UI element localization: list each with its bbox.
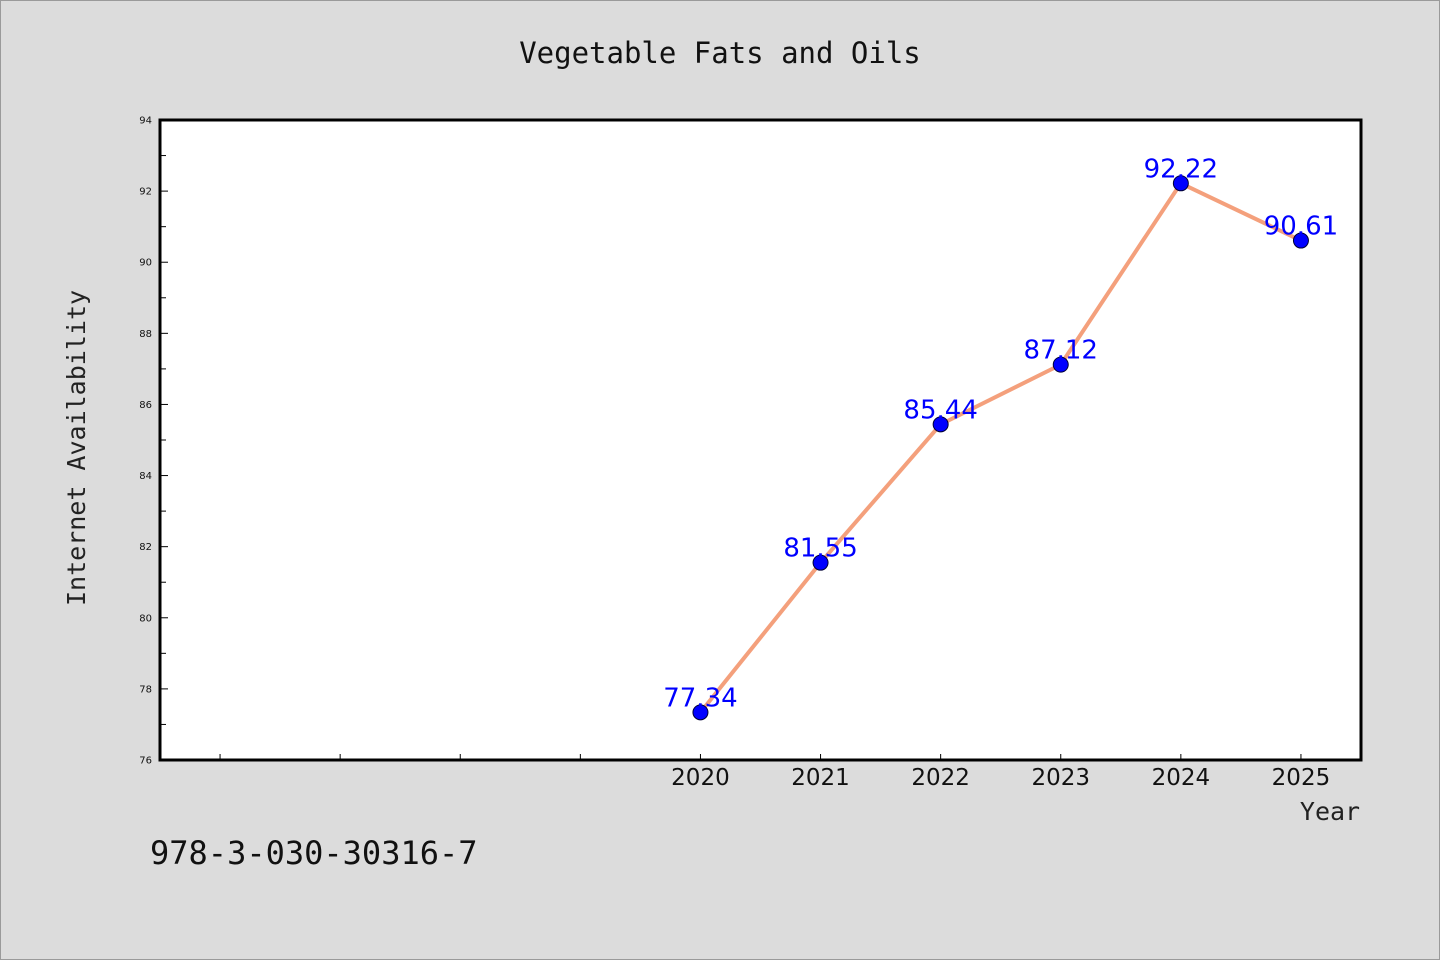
chart-title: Vegetable Fats and Oils <box>519 36 921 70</box>
plot-area <box>160 120 1361 760</box>
x-tick-label: 2023 <box>1031 765 1090 791</box>
data-point <box>1172 175 1189 192</box>
x-tick-label: 2022 <box>911 765 970 791</box>
y-tick-label: 86 <box>139 400 152 411</box>
isbn-text: 978-3-030-30316-7 <box>150 834 478 872</box>
x-tick-label: 2020 <box>671 765 730 791</box>
series-polyline <box>698 181 1302 714</box>
data-point <box>692 704 709 721</box>
y-tick-label: 88 <box>139 329 152 340</box>
y-tick-label: 80 <box>139 613 152 624</box>
y-tick-label: 82 <box>139 542 152 553</box>
data-point <box>932 416 949 433</box>
x-tick-label: 2021 <box>791 765 850 791</box>
y-axis-label: Internet Availability <box>62 290 91 606</box>
plot-border <box>158 118 1363 762</box>
y-tick-label: 90 <box>139 258 152 269</box>
data-point <box>1292 232 1309 249</box>
data-label: 87.12 <box>1024 336 1098 366</box>
y-tick-label: 76 <box>139 756 152 767</box>
data-label: 85.44 <box>903 395 977 425</box>
data-label: 90.61 <box>1264 212 1338 242</box>
x-tick-label: 2025 <box>1272 765 1331 791</box>
data-label: 92.22 <box>1144 154 1218 184</box>
y-tick-label: 78 <box>139 684 152 695</box>
x-axis-label: Year <box>1300 797 1360 826</box>
y-tick-label: 84 <box>139 471 152 482</box>
y-tick-label: 94 <box>139 116 152 127</box>
series-line <box>692 175 1309 721</box>
data-point <box>812 554 829 571</box>
data-label: 77.34 <box>663 683 737 713</box>
data-labels: 77.34 81.55 85.44 87.12 92.22 90.61 <box>663 154 1338 713</box>
x-axis: 2020 2021 2022 2023 2024 2025 <box>219 754 1331 791</box>
x-tick-label: 2024 <box>1152 765 1211 791</box>
y-tick-label: 92 <box>139 187 152 198</box>
data-label: 81.55 <box>783 534 857 564</box>
data-point <box>1052 356 1069 373</box>
